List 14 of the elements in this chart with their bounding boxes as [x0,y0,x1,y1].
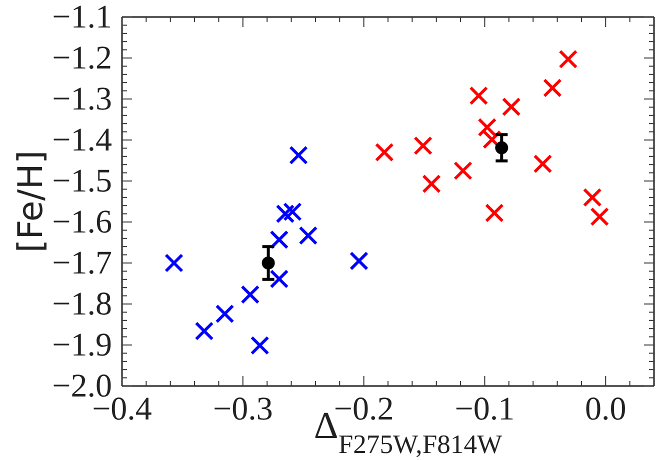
y-tick-label: −1.4 [52,122,112,159]
y-tick-label: −1.7 [52,246,112,282]
y-axis-title: [Fe/H] [11,150,51,253]
y-tick-label: −1.2 [52,40,112,77]
x-tick-label: −0.2 [334,391,394,428]
x-tick-label: −0.1 [454,391,515,428]
y-tick-label: −1.6 [52,204,112,241]
y-tick-label: −1.1 [52,0,112,36]
x-tick-label: −0.3 [212,391,273,428]
y-tick-label: −1.8 [52,286,112,323]
y-tick-label: −1.3 [52,82,112,118]
x-tick-label: 0.0 [585,391,626,428]
y-tick-label: −1.5 [52,164,112,200]
y-tick-label: −1.9 [52,328,112,364]
